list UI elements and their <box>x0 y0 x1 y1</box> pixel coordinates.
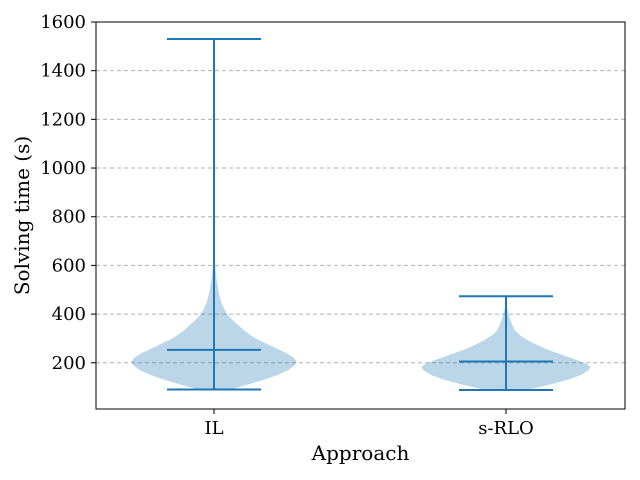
y-tick-label: 800 <box>52 207 86 228</box>
y-tick-label: 1400 <box>40 61 86 82</box>
x-axis-title: Approach <box>311 441 410 465</box>
y-tick-label: 400 <box>52 304 86 325</box>
violins <box>131 38 591 392</box>
grid-lines <box>96 21 625 364</box>
y-tick-label: 600 <box>52 255 86 276</box>
y-tick-label: 1200 <box>40 109 86 130</box>
y-tick-label: 200 <box>52 353 86 374</box>
plot-frame <box>95 21 626 410</box>
violin-s-rlo <box>421 295 591 392</box>
y-axis-title: Solving time (s) <box>10 136 34 295</box>
x-tick-label-il: IL <box>204 418 223 439</box>
violin-il <box>131 38 297 391</box>
x-tick-label-s-rlo: s-RLO <box>478 418 534 439</box>
axes: 200 400 600 800 1000 1200 1400 1600 IL s-RLO <box>40 12 626 439</box>
y-tick-label: 1600 <box>40 12 86 33</box>
y-tick-label: 1000 <box>40 158 86 179</box>
